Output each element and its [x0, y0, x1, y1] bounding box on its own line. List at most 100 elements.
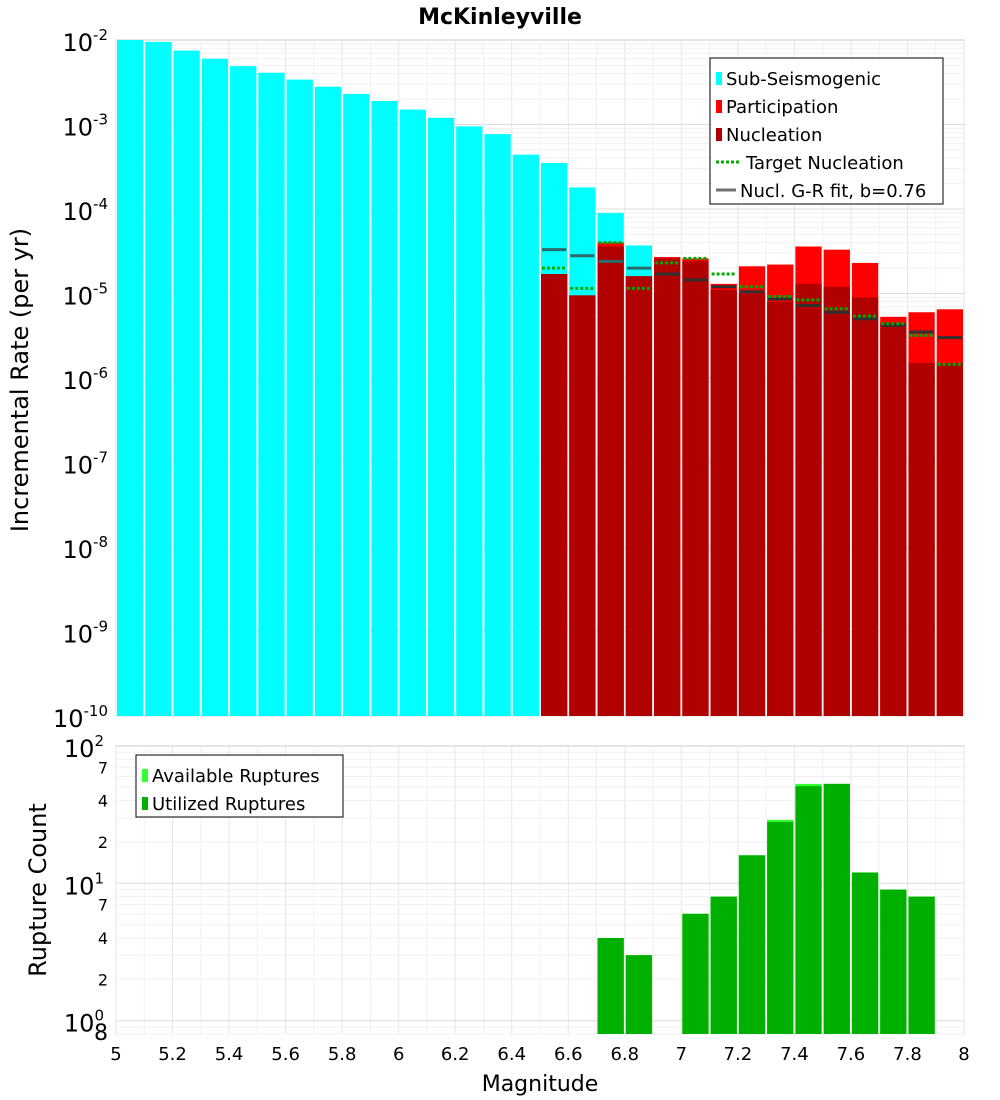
rate-panel: 10-2 10-3 10-4 10-5 10-6 10-7 10-8 10-9 10-10 Su… — [53, 26, 965, 733]
rate-bars — [117, 40, 963, 717]
x-tick-label: 6.4 — [497, 1044, 526, 1065]
legend-box — [709, 57, 944, 205]
x-tick-label: 7.2 — [724, 1044, 753, 1065]
y-tick-label: 10-8 — [62, 533, 108, 564]
x-ticks: 5 5.2 5.4 5.6 5.8 6 6.2 6.4 6.6 6.8 7 7.2 7.4 7.6 7.8 8 — [110, 1044, 969, 1065]
x-tick-label: 8 — [958, 1044, 969, 1065]
bar-sub-seismogenic — [512, 154, 539, 717]
bar-sub-seismogenic — [173, 50, 200, 717]
bar-sub-seismogenic — [286, 79, 313, 717]
y-tick-label: 10-7 — [62, 449, 108, 480]
x-tick-label: 6.6 — [554, 1044, 583, 1065]
y-tick-label: 4 — [98, 929, 108, 948]
legend-swatch-nucleation — [716, 128, 722, 141]
x-tick-label: 6.8 — [610, 1044, 639, 1065]
bar-sub-seismogenic — [399, 109, 426, 716]
bar-sub-seismogenic — [201, 58, 229, 717]
bar-sub-seismogenic — [456, 126, 483, 717]
bar-utilized-ruptures — [880, 889, 907, 1034]
y-tick-label: 10-2 — [62, 26, 108, 57]
y-tick-label: 10-10 — [53, 702, 108, 733]
bar-utilized-ruptures — [682, 913, 709, 1034]
bar-sub-seismogenic — [314, 86, 342, 716]
legend-label-participation: Participation — [726, 97, 838, 118]
bar-utilized-ruptures — [625, 955, 653, 1034]
x-tick-label: 5.4 — [215, 1044, 244, 1065]
x-tick-label: 6 — [393, 1044, 404, 1065]
y-tick-label: 100 — [64, 1007, 104, 1038]
bar-nucleation — [738, 293, 766, 716]
bar-nucleation — [625, 276, 653, 716]
legend-label-utilized-ruptures: Utilized Ruptures — [152, 794, 305, 815]
bar-nucleation — [710, 290, 737, 716]
bar-sub-seismogenic — [343, 93, 370, 716]
bar-utilized-ruptures — [738, 855, 766, 1034]
bar-utilized-ruptures — [908, 896, 935, 1034]
y-tick-label: 7 — [98, 758, 108, 777]
x-tick-label: 5 — [110, 1044, 121, 1065]
legend-box — [135, 754, 344, 818]
bar-nucleation — [541, 274, 568, 716]
y-tick-label: 7 — [98, 896, 108, 915]
y-tick-label: 10-5 — [62, 280, 108, 311]
chart-title: McKinleyville — [418, 5, 582, 30]
count-legend: Available Ruptures Utilized Ruptures — [135, 754, 344, 818]
bar-utilized-ruptures — [710, 896, 737, 1034]
y-tick-label: 101 — [64, 869, 104, 900]
bar-sub-seismogenic — [145, 41, 172, 717]
bar-nucleation — [823, 286, 850, 716]
bar-utilized-ruptures — [597, 938, 624, 1034]
legend-swatch-sub-seismogenic — [716, 72, 722, 85]
top-y-axis-label: Incremental Rate (per yr) — [6, 228, 34, 532]
bar-nucleation — [682, 261, 709, 716]
legend-label-sub-seismogenic: Sub-Seismogenic — [726, 69, 881, 90]
x-tick-label: 5.8 — [328, 1044, 357, 1065]
x-tick-label: 5.6 — [271, 1044, 300, 1065]
legend-label-available-ruptures: Available Ruptures — [152, 766, 320, 787]
bar-utilized-ruptures — [823, 783, 850, 1034]
rate-y-ticks: 10-2 10-3 10-4 10-5 10-6 10-7 10-8 10-9 10-10 — [53, 26, 108, 733]
bar-sub-seismogenic — [258, 72, 285, 716]
x-axis-label: Magnitude — [482, 1072, 599, 1097]
y-tick-label: 10-3 — [62, 111, 108, 142]
rate-legend: Sub-Seismogenic Participation Nucleation Ta… — [709, 57, 944, 205]
x-tick-label: 6.2 — [441, 1044, 470, 1065]
y-tick-label: 10-4 — [62, 195, 108, 226]
y-tick-label: 10-6 — [62, 364, 108, 395]
bar-nucleation — [795, 283, 822, 716]
legend-label-nucl-g-r-fit-b-0-76: Nucl. G-R fit, b=0.76 — [740, 181, 926, 202]
bar-nucleation — [936, 363, 963, 716]
bar-nucleation — [654, 258, 681, 716]
bar-nucleation — [880, 322, 907, 716]
bar-nucleation — [767, 301, 794, 716]
y-tick-label: 102 — [64, 732, 104, 763]
x-tick-label: 7.8 — [893, 1044, 922, 1065]
legend-swatch-utilized-ruptures — [142, 797, 148, 810]
x-tick-label: 5.2 — [158, 1044, 187, 1065]
bar-nucleation — [851, 297, 879, 716]
bar-sub-seismogenic — [117, 40, 144, 716]
bar-utilized-ruptures — [851, 872, 879, 1034]
bar-sub-seismogenic — [427, 117, 455, 716]
bar-sub-seismogenic — [484, 134, 511, 716]
y-tick-label: 2 — [98, 970, 108, 989]
rate-line-marks — [542, 241, 962, 366]
bar-utilized-ruptures — [795, 786, 822, 1034]
bar-utilized-ruptures — [767, 821, 794, 1034]
legend-label-nucleation: Nucleation — [726, 125, 822, 146]
bar-nucleation — [597, 246, 624, 716]
bar-sub-seismogenic — [230, 66, 257, 717]
y-tick-label: 10-9 — [62, 618, 108, 649]
legend-swatch-participation — [716, 100, 722, 113]
x-tick-label: 7 — [676, 1044, 687, 1065]
y-tick-label: 2 — [98, 833, 108, 852]
y-tick-label: 4 — [98, 792, 108, 811]
legend-swatch-available-ruptures — [142, 769, 148, 782]
legend-label-target-nucleation: Target Nucleation — [745, 153, 904, 174]
bar-nucleation — [908, 363, 935, 716]
bar-sub-seismogenic — [371, 100, 398, 717]
count-bars — [597, 783, 935, 1034]
